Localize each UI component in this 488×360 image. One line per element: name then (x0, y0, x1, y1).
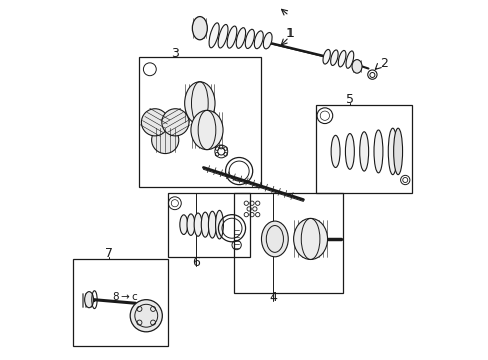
Bar (233, 193, 342, 293)
Text: 8$\rightarrow$c: 8$\rightarrow$c (111, 290, 138, 302)
Ellipse shape (227, 26, 236, 48)
Bar (315, 105, 411, 193)
Ellipse shape (201, 212, 209, 237)
Ellipse shape (346, 51, 353, 68)
Ellipse shape (192, 17, 207, 40)
Ellipse shape (330, 135, 339, 167)
Ellipse shape (208, 211, 216, 238)
Text: 1: 1 (285, 27, 292, 40)
Text: 5: 5 (345, 93, 353, 106)
Bar (73, 258, 167, 346)
Ellipse shape (338, 50, 345, 67)
Ellipse shape (184, 82, 215, 125)
Ellipse shape (215, 210, 223, 239)
Ellipse shape (359, 132, 368, 171)
Ellipse shape (84, 292, 93, 308)
Ellipse shape (261, 221, 287, 257)
Circle shape (141, 109, 168, 136)
Ellipse shape (186, 214, 194, 235)
Ellipse shape (330, 50, 337, 66)
Ellipse shape (345, 134, 354, 169)
Ellipse shape (254, 31, 263, 49)
Ellipse shape (180, 215, 187, 234)
Ellipse shape (293, 219, 327, 260)
Text: 4: 4 (268, 291, 276, 305)
Ellipse shape (393, 128, 402, 175)
Ellipse shape (373, 130, 382, 173)
Ellipse shape (190, 111, 223, 150)
Ellipse shape (351, 60, 361, 73)
Text: 1: 1 (285, 27, 294, 40)
Ellipse shape (209, 23, 219, 48)
Circle shape (162, 109, 188, 136)
Text: 6: 6 (192, 256, 200, 269)
Text: 3: 3 (170, 47, 179, 60)
Ellipse shape (263, 32, 271, 49)
Bar (167, 193, 249, 257)
Circle shape (151, 126, 179, 154)
Ellipse shape (236, 28, 245, 48)
Bar (139, 57, 260, 187)
Text: 7: 7 (104, 247, 113, 260)
Ellipse shape (218, 24, 227, 48)
Text: 2: 2 (380, 57, 387, 71)
Circle shape (130, 300, 162, 332)
Ellipse shape (194, 213, 202, 236)
Ellipse shape (323, 49, 330, 64)
Ellipse shape (245, 29, 254, 49)
Ellipse shape (387, 128, 396, 175)
